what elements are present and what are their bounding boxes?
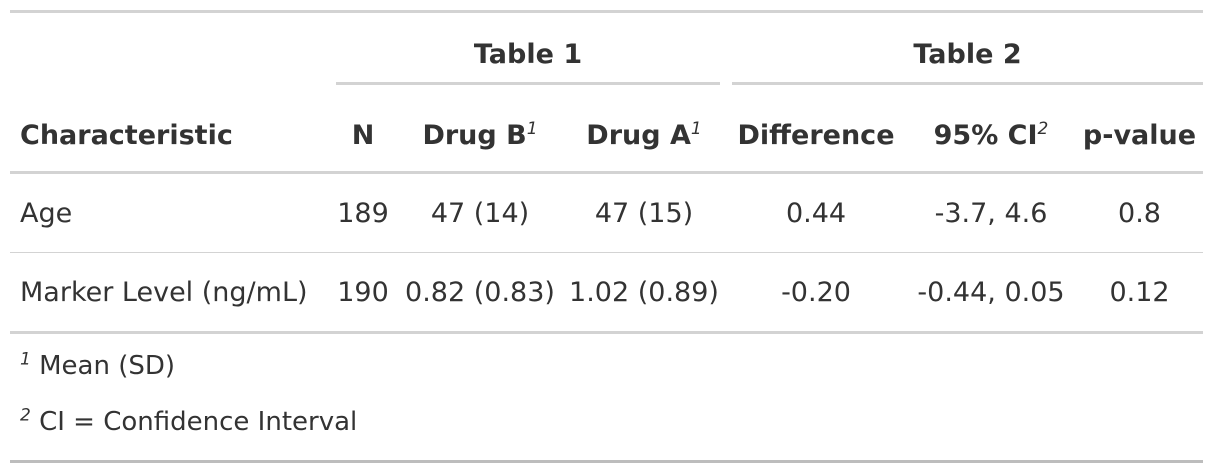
col-header-p-value: p-value	[1076, 99, 1204, 174]
cell-p-value: 0.12	[1076, 252, 1204, 334]
spanner-table2-cell: Table 2	[726, 10, 1204, 99]
table-footnotes: 1 Mean (SD) 2 CI = Confidence Interval	[10, 334, 1203, 463]
summary-table-container: Table 1 Table 2 Characteristic N Drug B1…	[10, 10, 1204, 463]
footnote-mark: 1	[20, 349, 31, 370]
col-header-characteristic: Characteristic	[10, 99, 328, 174]
table-row: Age 189 47 (14) 47 (15) 0.44 -3.7, 4.6 0…	[10, 172, 1204, 253]
spanner-header-row: Table 1 Table 2	[10, 10, 1204, 99]
cell-difference: 0.44	[726, 172, 906, 253]
cell-drug-a: 47 (15)	[562, 172, 726, 253]
cell-drug-b: 0.82 (0.83)	[398, 252, 562, 334]
cell-drug-a: 1.02 (0.89)	[562, 252, 726, 334]
col-header-n-label: N	[351, 119, 375, 151]
col-header-difference: Difference	[726, 99, 906, 174]
col-header-difference-label: Difference	[737, 119, 895, 151]
summary-table: Table 1 Table 2 Characteristic N Drug B1…	[10, 10, 1204, 334]
spanner-table1: Table 1	[336, 39, 720, 85]
cell-characteristic: Marker Level (ng/mL)	[10, 252, 328, 334]
cell-ci: -0.44, 0.05	[906, 252, 1076, 334]
cell-n: 189	[328, 172, 398, 253]
cell-n: 190	[328, 252, 398, 334]
footnote-item: 1 Mean (SD)	[10, 338, 1203, 394]
spanner-table1-cell: Table 1	[328, 10, 726, 99]
col-header-drug-a: Drug A1	[562, 99, 726, 174]
col-header-drug-a-label: Drug A	[586, 119, 691, 151]
col-header-n: N	[328, 99, 398, 174]
spanner-empty-cell	[10, 10, 328, 99]
table-row: Marker Level (ng/mL) 190 0.82 (0.83) 1.0…	[10, 252, 1204, 334]
footnote-mark: 2	[20, 405, 31, 426]
cell-difference: -0.20	[726, 252, 906, 334]
spanner-table2: Table 2	[732, 39, 1204, 85]
col-header-characteristic-label: Characteristic	[20, 119, 233, 151]
cell-p-value: 0.8	[1076, 172, 1204, 253]
footnote-item: 2 CI = Confidence Interval	[10, 394, 1203, 450]
col-header-p-value-label: p-value	[1082, 119, 1197, 151]
col-header-drug-b-label: Drug B	[422, 119, 527, 151]
col-header-ci-label: 95% CI	[933, 119, 1038, 151]
footnote-text: CI = Confidence Interval	[39, 407, 358, 437]
cell-characteristic: Age	[10, 172, 328, 253]
cell-ci: -3.7, 4.6	[906, 172, 1076, 253]
col-header-ci: 95% CI2	[906, 99, 1076, 174]
col-header-drug-b: Drug B1	[398, 99, 562, 174]
footnote-text: Mean (SD)	[39, 351, 176, 381]
footnote-mark: 1	[526, 118, 538, 139]
column-header-row: Characteristic N Drug B1 Drug A1 Differe…	[10, 99, 1204, 174]
footnote-mark: 1	[690, 118, 702, 139]
footnote-mark: 2	[1037, 118, 1049, 139]
cell-drug-b: 47 (14)	[398, 172, 562, 253]
